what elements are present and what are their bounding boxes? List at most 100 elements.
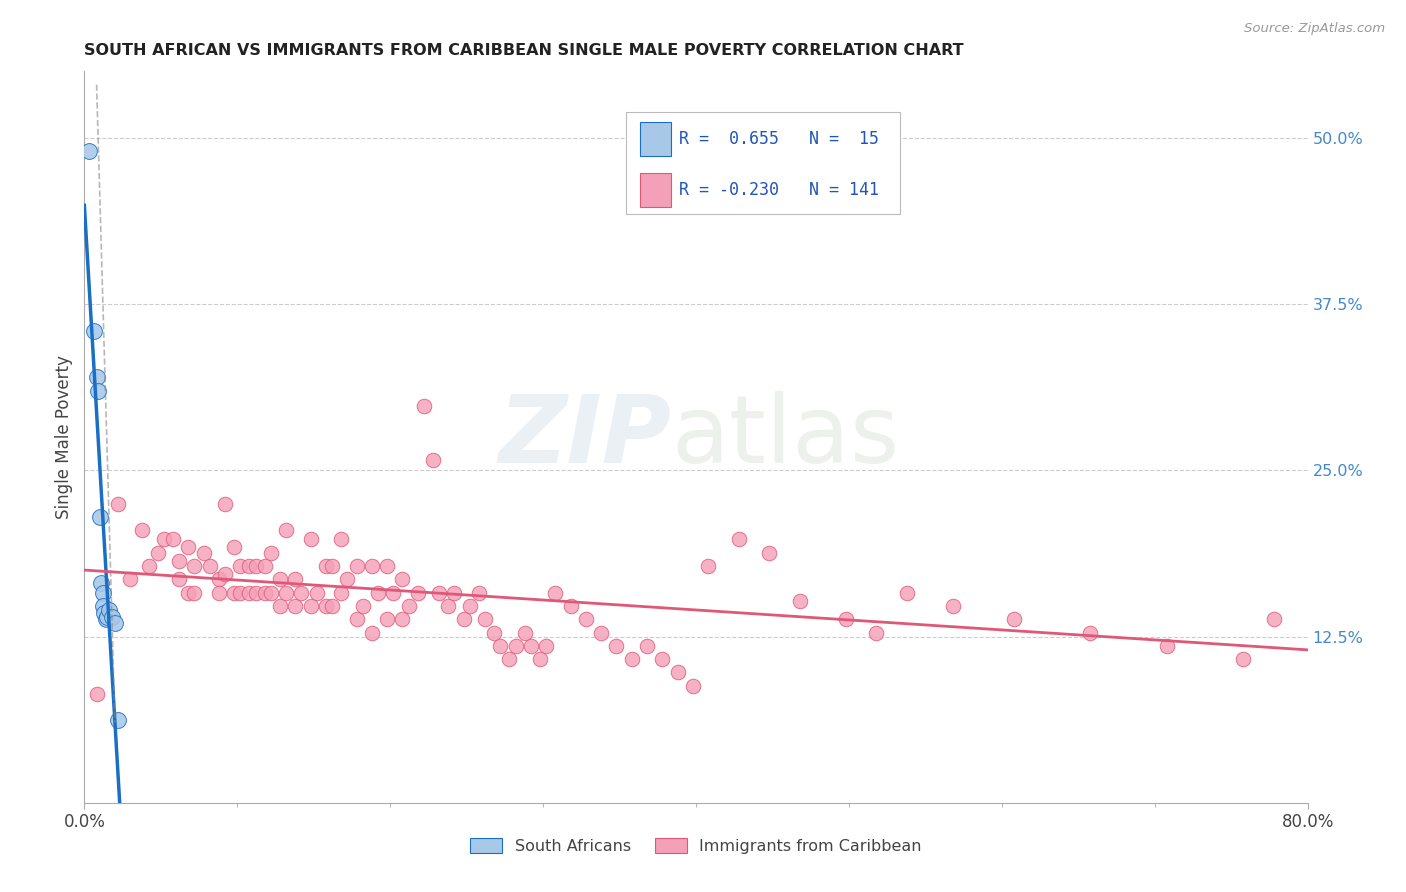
Point — [299, 533, 322, 547]
Point — [1156, 639, 1178, 653]
Point — [513, 625, 536, 640]
Point — [177, 541, 200, 555]
Point — [575, 612, 598, 626]
Point — [666, 665, 689, 680]
Point — [1002, 612, 1025, 626]
Point — [162, 533, 184, 547]
Point — [208, 585, 231, 599]
Point — [198, 559, 221, 574]
Point — [605, 639, 627, 653]
Point — [86, 370, 108, 384]
Point — [375, 559, 398, 574]
Point — [86, 687, 108, 701]
Point — [1263, 612, 1285, 626]
Point — [474, 612, 496, 626]
Point — [93, 606, 115, 620]
Point — [183, 559, 205, 574]
Point — [489, 639, 512, 653]
Point — [299, 599, 322, 613]
Point — [214, 497, 236, 511]
Point — [253, 585, 276, 599]
Point — [697, 559, 720, 574]
Point — [89, 509, 111, 524]
Point — [427, 585, 450, 599]
Point — [498, 652, 520, 666]
Point — [560, 599, 582, 613]
Point — [183, 585, 205, 599]
Point — [942, 599, 965, 613]
Point — [591, 625, 613, 640]
Point — [96, 609, 118, 624]
Point — [458, 599, 481, 613]
Point — [104, 616, 127, 631]
Point — [107, 714, 129, 728]
Text: SOUTH AFRICAN VS IMMIGRANTS FROM CARIBBEAN SINGLE MALE POVERTY CORRELATION CHART: SOUTH AFRICAN VS IMMIGRANTS FROM CARIBBE… — [84, 43, 965, 58]
Point — [276, 523, 298, 537]
Text: R =  0.655   N =  15: R = 0.655 N = 15 — [679, 130, 879, 148]
Point — [367, 585, 389, 599]
Point — [865, 625, 887, 640]
Point — [406, 585, 429, 599]
Point — [443, 585, 465, 599]
Point — [482, 625, 505, 640]
Point — [682, 679, 704, 693]
Point — [193, 546, 215, 560]
Point — [83, 324, 105, 338]
Point — [352, 599, 374, 613]
Point — [315, 599, 337, 613]
Point — [107, 497, 129, 511]
Point — [1080, 625, 1102, 640]
Point — [520, 639, 543, 653]
Text: Source: ZipAtlas.com: Source: ZipAtlas.com — [1244, 22, 1385, 36]
Text: R = -0.230   N = 141: R = -0.230 N = 141 — [679, 181, 879, 199]
Point — [253, 559, 276, 574]
Point — [346, 559, 368, 574]
Point — [167, 573, 190, 587]
Point — [422, 452, 444, 467]
Y-axis label: Single Male Poverty: Single Male Poverty — [55, 355, 73, 519]
Text: ZIP: ZIP — [499, 391, 672, 483]
Point — [468, 585, 491, 599]
Point — [391, 573, 413, 587]
Point — [284, 573, 307, 587]
Point — [214, 567, 236, 582]
Point — [91, 599, 114, 613]
Point — [245, 585, 267, 599]
Point — [284, 599, 307, 613]
Point — [120, 573, 142, 587]
Point — [544, 585, 567, 599]
Text: atlas: atlas — [672, 391, 900, 483]
Point — [412, 400, 434, 414]
Point — [835, 612, 858, 626]
Point — [138, 559, 160, 574]
Point — [101, 609, 124, 624]
Point — [453, 612, 475, 626]
Point — [177, 585, 200, 599]
Point — [269, 573, 291, 587]
Point — [360, 625, 382, 640]
Point — [1232, 652, 1254, 666]
Point — [131, 523, 153, 537]
Point — [360, 559, 382, 574]
Point — [229, 585, 252, 599]
Legend: South Africans, Immigrants from Caribbean: South Africans, Immigrants from Caribbea… — [464, 831, 928, 861]
Point — [375, 612, 398, 626]
Point — [391, 612, 413, 626]
Point — [330, 585, 353, 599]
Point — [238, 559, 260, 574]
Point — [727, 533, 749, 547]
Point — [529, 652, 551, 666]
Point — [305, 585, 328, 599]
Point — [87, 384, 110, 398]
Point — [224, 541, 246, 555]
Point — [91, 585, 114, 599]
Point — [90, 576, 112, 591]
Point — [330, 533, 353, 547]
Point — [260, 585, 283, 599]
Point — [321, 559, 343, 574]
Point — [153, 533, 176, 547]
Point — [97, 603, 120, 617]
Point — [758, 546, 780, 560]
Point — [346, 612, 368, 626]
Point — [437, 599, 460, 613]
